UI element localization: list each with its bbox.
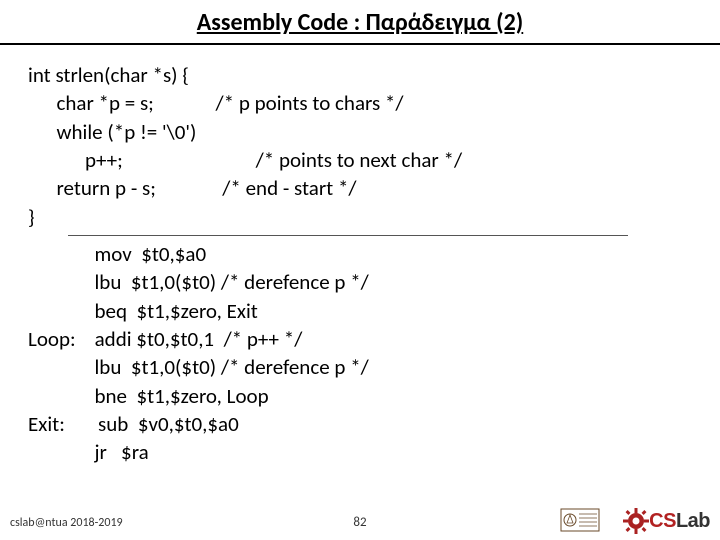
cslab-logo: CSLab [623, 508, 710, 534]
cslab-lab: Lab [676, 510, 710, 532]
cslab-text: CSLab [649, 510, 710, 533]
code-divider [68, 235, 628, 236]
ntua-logo-icon [560, 508, 600, 532]
asm-code-block: mov $t0,$a0 lbu $t1,0($t0) /* derefence … [28, 240, 692, 467]
cslab-cs: CS [649, 510, 676, 532]
footer-left-text: cslab@ntua 2018-2019 [10, 516, 123, 530]
slide-title: Assembly Code : Παράδειγμα (2) [197, 8, 523, 39]
footer: cslab@ntua 2018-2019 82 CSLab [0, 504, 720, 534]
gear-icon [623, 508, 649, 534]
content-area: int strlen(char *s) { char *p = s; /* p … [0, 45, 720, 467]
page-number: 82 [353, 515, 366, 530]
c-code-block: int strlen(char *s) { char *p = s; /* p … [28, 61, 692, 231]
